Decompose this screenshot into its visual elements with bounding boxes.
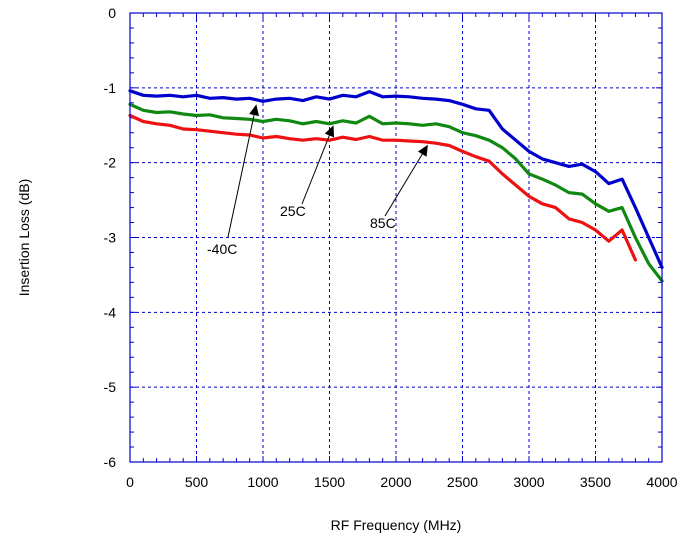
x-axis-title: RF Frequency (MHz) xyxy=(331,517,462,533)
y-tick-labels: 0 -1 -2 -3 -4 -5 -6 xyxy=(104,5,117,470)
y-tick-label: -5 xyxy=(104,379,117,395)
annotation-arrow-line xyxy=(384,153,423,217)
annotations: -40C 25C 85C xyxy=(207,104,428,257)
x-tick-label: 4000 xyxy=(646,474,677,490)
x-tick-labels: 0 500 1000 1500 2000 2500 3000 3500 4000 xyxy=(126,474,678,490)
plot-frame xyxy=(129,12,663,463)
grid-lines xyxy=(130,13,662,462)
series-line-85C xyxy=(128,113,637,262)
axis-ticks xyxy=(129,12,663,463)
x-tick-label: 1000 xyxy=(247,474,278,490)
annotation-arrow-line xyxy=(227,114,255,238)
x-tick-label: 0 xyxy=(126,474,134,490)
series-lines xyxy=(128,89,664,283)
annotation-arrowhead xyxy=(417,144,428,157)
annotation-label: 85C xyxy=(370,215,396,231)
y-tick-label: -2 xyxy=(104,155,117,171)
x-tick-label: 1500 xyxy=(314,474,345,490)
x-tick-label: 2500 xyxy=(447,474,478,490)
annotation-arrowhead xyxy=(249,104,259,117)
y-tick-label: -3 xyxy=(104,230,117,246)
series-line-25C xyxy=(128,102,664,283)
annotation-label: -40C xyxy=(207,241,237,257)
y-tick-label: 0 xyxy=(108,5,116,21)
annotation-arrowhead xyxy=(324,125,335,138)
y-tick-label: -4 xyxy=(104,304,117,320)
annotation-arrow-line xyxy=(301,135,330,205)
y-tick-label: -6 xyxy=(104,454,117,470)
annotation-label: 25C xyxy=(280,203,306,219)
series-line--40C xyxy=(128,89,664,269)
y-tick-label: -1 xyxy=(104,80,117,96)
y-axis-title: Insertion Loss (dB) xyxy=(16,179,32,297)
x-tick-label: 2000 xyxy=(380,474,411,490)
x-tick-label: 3500 xyxy=(580,474,611,490)
x-tick-label: 500 xyxy=(185,474,209,490)
x-tick-label: 3000 xyxy=(513,474,544,490)
